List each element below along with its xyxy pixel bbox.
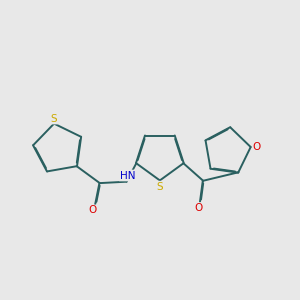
Text: O: O — [253, 142, 261, 152]
Text: HN: HN — [120, 170, 135, 181]
Text: S: S — [157, 182, 163, 192]
Text: O: O — [195, 203, 203, 213]
Text: O: O — [88, 206, 97, 215]
Text: S: S — [51, 114, 57, 124]
